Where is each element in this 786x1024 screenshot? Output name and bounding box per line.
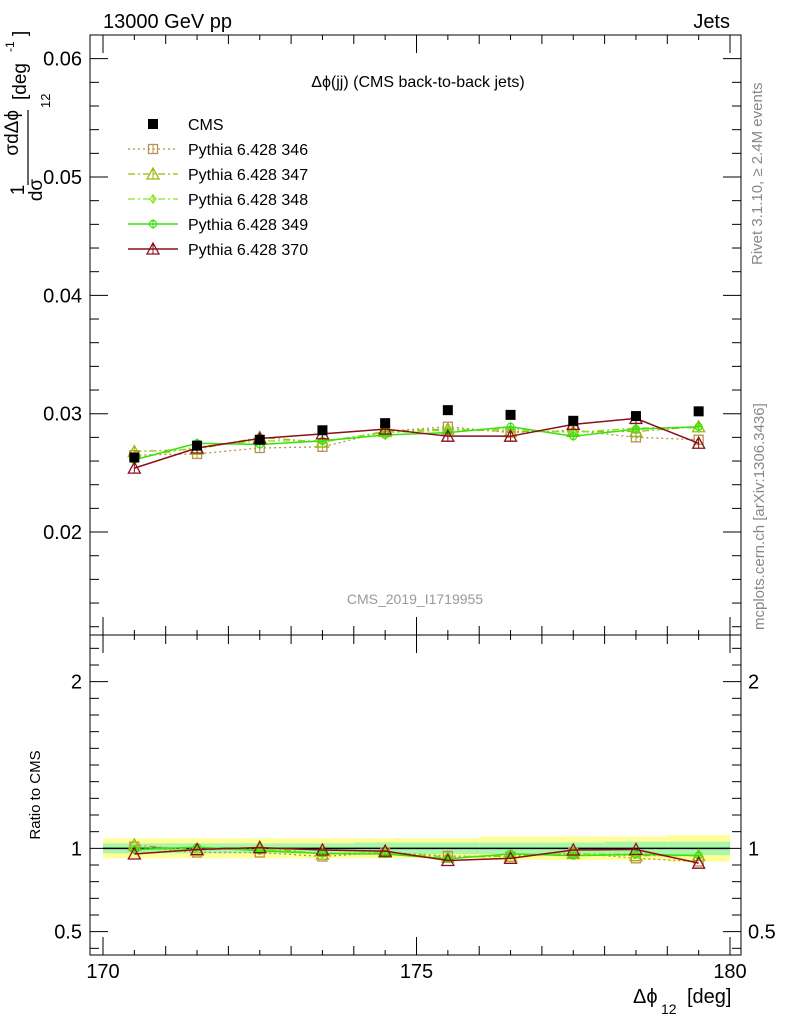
legend-label-p370: Pythia 6.428 370	[188, 242, 308, 259]
main-ytick-label: 0.02	[43, 522, 82, 544]
main-ylabel: 1 dσ σdΔϕ 12 [deg -1 ]	[2, 31, 53, 201]
series-line-p349	[134, 425, 699, 461]
series-p347	[127, 419, 706, 458]
ratio-point-p370	[127, 846, 142, 860]
xlabel-unit: [deg]	[687, 986, 731, 1008]
main-ytick-label: 0.04	[43, 285, 82, 307]
ratio-point-p370	[628, 842, 644, 856]
ratio-point-p370	[378, 843, 393, 857]
legend-marker-p347	[145, 166, 161, 180]
xtick-label: 175	[400, 961, 433, 983]
point-cms	[568, 415, 579, 426]
legend-label-p346: Pythia 6.428 346	[188, 142, 308, 159]
xlabel: Δϕ 12 [deg]	[633, 986, 731, 1017]
ratio-axis-ticks: 0.5 0.5 1 1 2 2 170 175 180	[54, 635, 776, 983]
header-left: 13000 GeV pp	[103, 11, 232, 33]
legend-label-cms: CMS	[188, 117, 224, 134]
point-p370	[378, 421, 393, 435]
legend-label-p348: Pythia 6.428 348	[188, 192, 308, 209]
point-cms	[380, 418, 391, 429]
ratio-point-p348	[694, 851, 703, 861]
legend-marker-p349	[148, 219, 158, 229]
main-ytick-label: 0.05	[43, 167, 82, 189]
legend-marker-p346	[147, 143, 159, 155]
xlabel-main: Δϕ	[633, 986, 658, 1008]
mcplots-label: mcplots.cern.ch [arXiv:1306.3436]	[751, 403, 768, 630]
ratio-point-p349	[318, 849, 327, 858]
main-series-group	[127, 405, 706, 474]
main-title: Δϕ(jj) (CMS back-to-back jets)	[311, 74, 524, 91]
point-p370	[127, 460, 142, 474]
rivet-label: Rivet 3.1.10, ≥ 2.4M events	[749, 83, 766, 266]
point-p349	[631, 424, 641, 434]
ratio-point-p370	[315, 842, 330, 856]
series-line-p347	[134, 426, 699, 453]
ratio-ytick-label: 2	[71, 672, 82, 694]
series-p370	[127, 411, 706, 474]
legend-entry-p347: Pythia 6.428 347	[128, 166, 308, 184]
xtick-label: 170	[86, 961, 119, 983]
legend-marker-p348	[149, 194, 157, 204]
ratio-line-p370	[134, 846, 699, 864]
series-line-p370	[134, 417, 699, 469]
ylabel-denominator: σdΔϕ	[2, 110, 23, 156]
xtick-label: 180	[713, 961, 746, 983]
legend: CMS Pythia 6.428 346 Pythia 6.428 347 Pythi…	[128, 117, 308, 259]
header-right: Jets	[693, 11, 730, 33]
ratio-point-p370	[503, 850, 518, 864]
ylabel-exponent: -1	[3, 41, 17, 52]
legend-label-p347: Pythia 6.428 347	[188, 167, 308, 184]
ratio-ytick-label-right: 2	[748, 672, 759, 694]
point-cms	[192, 440, 203, 451]
point-cms	[442, 405, 453, 416]
ratio-ytick-label-right: 1	[748, 838, 759, 860]
ratio-ylabel: Ratio to CMS	[27, 750, 44, 839]
xlabel-subscript: 12	[661, 1001, 677, 1017]
ratio-point-p370	[189, 842, 205, 856]
legend-marker-p370	[145, 241, 161, 255]
point-cms	[317, 425, 328, 436]
ylabel-bracket: ]	[10, 31, 31, 36]
point-cms	[693, 406, 704, 417]
ylabel-subscript: 12	[38, 94, 53, 108]
ratio-point-p370	[691, 855, 706, 869]
point-cms	[129, 452, 140, 463]
ratio-point-p370	[252, 840, 267, 854]
series-cms	[129, 405, 704, 463]
point-cms	[254, 434, 265, 445]
ratio-ytick-label: 0.5	[54, 922, 82, 944]
legend-entry-p349: Pythia 6.428 349	[128, 217, 308, 234]
ratio-series-group	[127, 837, 706, 869]
ylabel-unit: [deg	[10, 63, 31, 100]
series-p349	[130, 421, 703, 465]
point-p349	[569, 432, 578, 441]
ratio-panel-frame	[89, 634, 742, 956]
point-p370	[440, 428, 455, 442]
ratio-point-p370	[566, 842, 581, 856]
ratio-series-p370	[127, 840, 706, 869]
ylabel-dsigma: dσ	[26, 179, 47, 202]
legend-entry-p348: Pythia 6.428 348	[128, 192, 308, 209]
ratio-ytick-label: 1	[71, 838, 82, 860]
legend-label-p349: Pythia 6.428 349	[188, 217, 308, 234]
ratio-point-p370	[440, 853, 455, 867]
ylabel-numerator-one: 1	[8, 185, 29, 196]
legend-entry-p346: Pythia 6.428 346	[128, 142, 308, 159]
main-ytick-label: 0.03	[43, 404, 82, 426]
main-ytick-label: 0.06	[43, 49, 82, 71]
analysis-watermark: CMS_2019_I1719955	[347, 591, 483, 607]
legend-entry-cms: CMS	[148, 117, 224, 134]
series-p346	[129, 421, 704, 461]
legend-entry-p370: Pythia 6.428 370	[128, 241, 308, 259]
point-p370	[691, 435, 706, 449]
point-p370	[503, 428, 518, 442]
legend-marker-cms	[148, 119, 158, 129]
ratio-point-p349	[569, 851, 578, 860]
ratio-ytick-label-right: 0.5	[748, 922, 776, 944]
point-cms	[630, 411, 641, 422]
main-axis-ticks: 0.02 0.03 0.04 0.05 0.06	[43, 35, 741, 635]
point-cms	[505, 409, 516, 420]
point-p349	[694, 422, 703, 431]
